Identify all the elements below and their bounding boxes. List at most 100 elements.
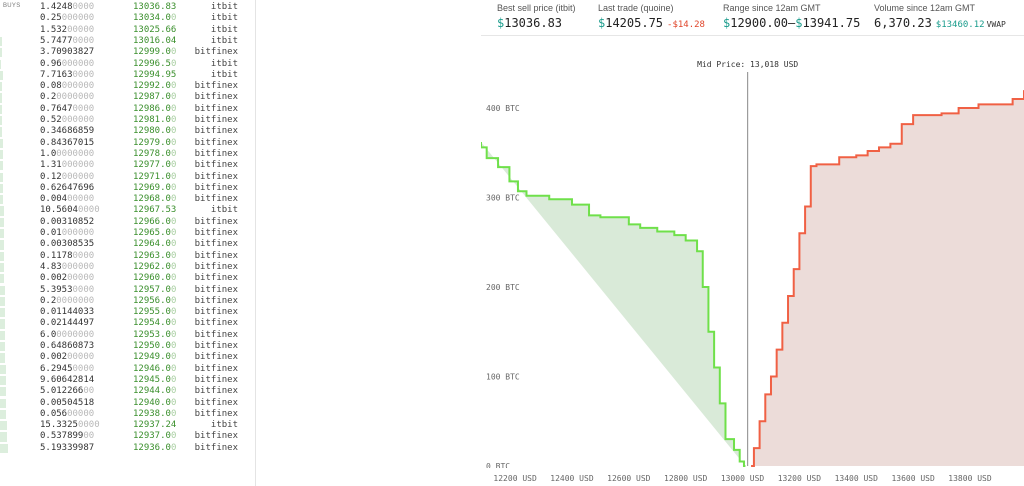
buy-row: 0.00504518 12940.00 bitfinex xyxy=(0,398,256,409)
price: 12937.00 xyxy=(133,431,177,442)
buy-row: 0.00200000 12949.00 bitfinex xyxy=(0,352,256,363)
price: 13036.83 xyxy=(133,2,177,12)
depth-bar xyxy=(0,229,4,239)
exchange: bitfinex xyxy=(194,329,238,340)
depth-bar xyxy=(0,330,5,340)
amount: 0.20000000 xyxy=(40,92,95,103)
depth-bar xyxy=(0,353,5,363)
x-tick-label: 12200 USD xyxy=(493,474,537,483)
depth-bar xyxy=(0,172,3,182)
buy-row: 1.00000000 12978.00 bitfinex xyxy=(0,149,256,160)
price: 12981.00 xyxy=(133,115,177,125)
price: 12978.00 xyxy=(133,148,177,159)
exchange: bitfinex xyxy=(194,261,238,272)
buy-row: 0.00400000 12968.00 bitfinex xyxy=(0,194,256,205)
last-trade-change: -$14.28 xyxy=(667,20,705,30)
buy-row: 5.39530000 12957.00 bitfinex xyxy=(0,285,256,296)
exchange: bitfinex xyxy=(194,318,238,329)
depth-bar xyxy=(0,285,5,295)
exchange: bitfinex xyxy=(194,352,238,363)
amount: 0.52000000 xyxy=(40,115,95,125)
amount: 0.25000000 xyxy=(40,13,95,24)
y-tick-label: 300 BTC xyxy=(486,194,520,203)
x-axis-band xyxy=(481,468,1024,486)
volume-amount: 6,370.23 xyxy=(874,16,932,30)
price: 12949.00 xyxy=(133,352,177,363)
buy-row: 0.62647696 12969.00 bitfinex xyxy=(0,183,256,194)
bid-line xyxy=(481,142,746,467)
range-high: 13941.75 xyxy=(802,16,861,30)
blank-area xyxy=(257,0,479,486)
depth-bar xyxy=(0,432,7,442)
volume-label: Volume since 12am GMT xyxy=(874,3,976,13)
amount: 0.02144497 xyxy=(40,318,95,329)
amount: 1.42480000 xyxy=(40,2,95,12)
price: 12980.00 xyxy=(133,126,177,137)
currency-sign: $ xyxy=(795,16,803,30)
ask-area xyxy=(751,90,1024,466)
buy-row: 15.33250000 12937.24 itbit xyxy=(0,420,256,431)
amount: 0.20000000 xyxy=(40,295,95,306)
exchange: itbit xyxy=(210,2,238,12)
buy-row: 1.53200000 13025.66 itbit xyxy=(0,25,256,36)
range-label: Range since 12am GMT xyxy=(723,3,821,13)
amount: 1.31000000 xyxy=(40,160,95,171)
depth-bar xyxy=(0,183,3,194)
exchange: bitfinex xyxy=(194,194,238,205)
depth-bar xyxy=(0,387,6,397)
exchange: bitfinex xyxy=(194,386,238,397)
depth-bar xyxy=(0,82,2,92)
amount: 0.05600000 xyxy=(40,408,95,419)
buy-row: 5.74770000 13016.04 itbit xyxy=(0,36,256,47)
amount: 3.70903827 xyxy=(40,47,95,58)
depth-bar xyxy=(0,116,2,126)
buy-row: 6.00000000 12953.00 bitfinex xyxy=(0,330,256,341)
exchange: itbit xyxy=(210,13,238,24)
buy-row: 1.31000000 12977.00 bitfinex xyxy=(0,160,256,171)
amount: 0.00400000 xyxy=(40,194,95,205)
buy-row: 7.71630000 12994.95 itbit xyxy=(0,70,256,81)
exchange: itbit xyxy=(210,205,238,216)
price: 12955.00 xyxy=(133,307,177,318)
buy-row: 5.19339987 12936.00 bitfinex xyxy=(0,443,256,454)
buy-row: 0.20000000 12987.00 bitfinex xyxy=(0,92,256,103)
exchange: bitfinex xyxy=(194,216,238,227)
amount: 0.00504518 xyxy=(40,397,95,408)
y-tick-label: 0 BTC xyxy=(486,462,510,471)
amount: 0.01000000 xyxy=(40,228,95,238)
price: 12994.95 xyxy=(133,69,177,80)
amount: 0.00200000 xyxy=(40,273,95,284)
range-value: $12900.00–$13941.75 xyxy=(723,16,860,30)
buy-row: 6.29450000 12946.00 bitfinex xyxy=(0,364,256,375)
price: 12979.00 xyxy=(133,137,177,148)
exchange: bitfinex xyxy=(194,442,238,453)
x-tick-label: 13200 USD xyxy=(778,474,822,483)
price: 12944.00 xyxy=(133,386,177,397)
buy-row: 0.00200000 12960.00 bitfinex xyxy=(0,273,256,284)
depth-bar xyxy=(0,93,2,103)
depth-bar xyxy=(0,70,3,81)
buy-row: 0.20000000 12956.00 bitfinex xyxy=(0,296,256,307)
best-sell-price: 13036.83 xyxy=(504,16,563,30)
exchange: bitfinex xyxy=(194,103,238,114)
x-tick-label: 12400 USD xyxy=(550,474,594,483)
price: 12940.00 xyxy=(133,397,177,408)
amount: 0.11780000 xyxy=(40,250,95,261)
stat-range: Range since 12am GMT $12900.00–$13941.75 xyxy=(723,3,860,30)
exchange: bitfinex xyxy=(194,126,238,137)
exchange: bitfinex xyxy=(194,115,238,125)
exchange: bitfinex xyxy=(194,374,238,385)
depth-bar xyxy=(0,342,5,352)
depth-bar xyxy=(0,251,4,261)
exchange: bitfinex xyxy=(194,341,238,351)
amount: 0.53789900 xyxy=(40,431,95,442)
depth-chart[interactable]: Mid Price: 13,018 USD 0 BTC 100 BTC 200 BTC… xyxy=(481,36,1024,486)
best-sell-label: Best sell price (itbit) xyxy=(497,3,576,13)
price: 12965.00 xyxy=(133,228,177,238)
last-trade-value: $14205.75 -$14.28 xyxy=(598,16,705,30)
price: 12945.00 xyxy=(133,374,177,385)
x-tick-label: 13000 USD xyxy=(721,474,765,483)
buy-row: 0.01144033 12955.00 bitfinex xyxy=(0,307,256,318)
depth-bar xyxy=(0,127,2,137)
price: 13025.66 xyxy=(133,24,177,35)
